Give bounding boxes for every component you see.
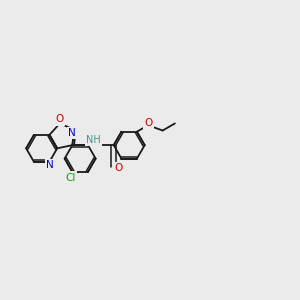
Text: NH: NH bbox=[86, 135, 101, 145]
Text: Cl: Cl bbox=[65, 172, 76, 183]
Text: O: O bbox=[115, 163, 123, 173]
Text: O: O bbox=[56, 114, 64, 124]
Text: O: O bbox=[144, 118, 153, 128]
Text: N: N bbox=[46, 160, 54, 170]
Text: N: N bbox=[68, 128, 76, 138]
